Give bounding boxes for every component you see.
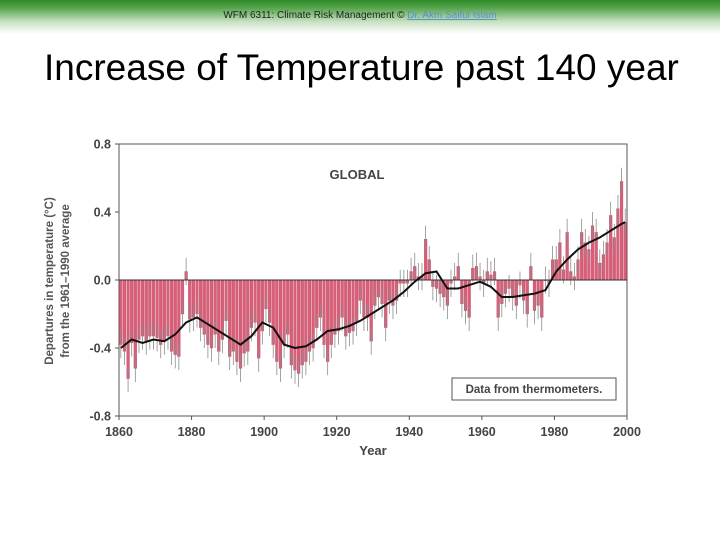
chart-title: GLOBAL xyxy=(330,167,385,182)
smoothed-trend-line xyxy=(120,221,626,350)
annotation-text: Data from thermometers. xyxy=(466,384,603,396)
x-axis-ticks: 1860 1880 1900 1920 1940 1960 1980 2000 xyxy=(105,416,641,439)
x-tick-label: 2000 xyxy=(613,425,641,439)
y-axis-label-line2: from the 1961–1990 average xyxy=(60,204,72,357)
header-band xyxy=(0,0,720,34)
y-tick-label: -0.8 xyxy=(89,410,111,424)
header-text: WFM 6311: Climate Risk Management © xyxy=(223,10,408,21)
x-tick-label: 1860 xyxy=(105,425,133,439)
x-axis-label: Year xyxy=(359,443,386,458)
bar-1909 xyxy=(297,279,301,374)
y-axis-label-line1: Departures in temperature (°C) xyxy=(44,197,56,365)
author-link[interactable]: Dr. Akm Saiful Islam xyxy=(407,10,497,21)
x-tick-label: 1940 xyxy=(395,425,423,439)
annotation-box xyxy=(451,377,617,401)
x-tick-label: 1920 xyxy=(323,425,351,439)
y-tick-label: -0.4 xyxy=(89,342,111,356)
y-tick-label: 0.4 xyxy=(94,206,111,220)
y-axis-ticks: 0.8 0.4 0.0 -0.4 -0.8 xyxy=(89,138,119,424)
x-tick-label: 1960 xyxy=(468,425,496,439)
y-tick-label: 0.0 xyxy=(94,274,111,288)
slide-title: Increase of Temperature past 140 year xyxy=(44,47,679,88)
bar-1998 xyxy=(619,181,624,281)
error-bar-group xyxy=(120,167,626,393)
header-line: WFM 6311: Climate Risk Management © Dr. … xyxy=(0,10,720,21)
y-tick-label: 0.8 xyxy=(94,138,111,152)
x-tick-label: 1980 xyxy=(541,425,569,439)
x-tick-label: 1880 xyxy=(178,425,206,439)
bar-1862 xyxy=(126,279,130,379)
x-tick-label: 1900 xyxy=(250,425,278,439)
